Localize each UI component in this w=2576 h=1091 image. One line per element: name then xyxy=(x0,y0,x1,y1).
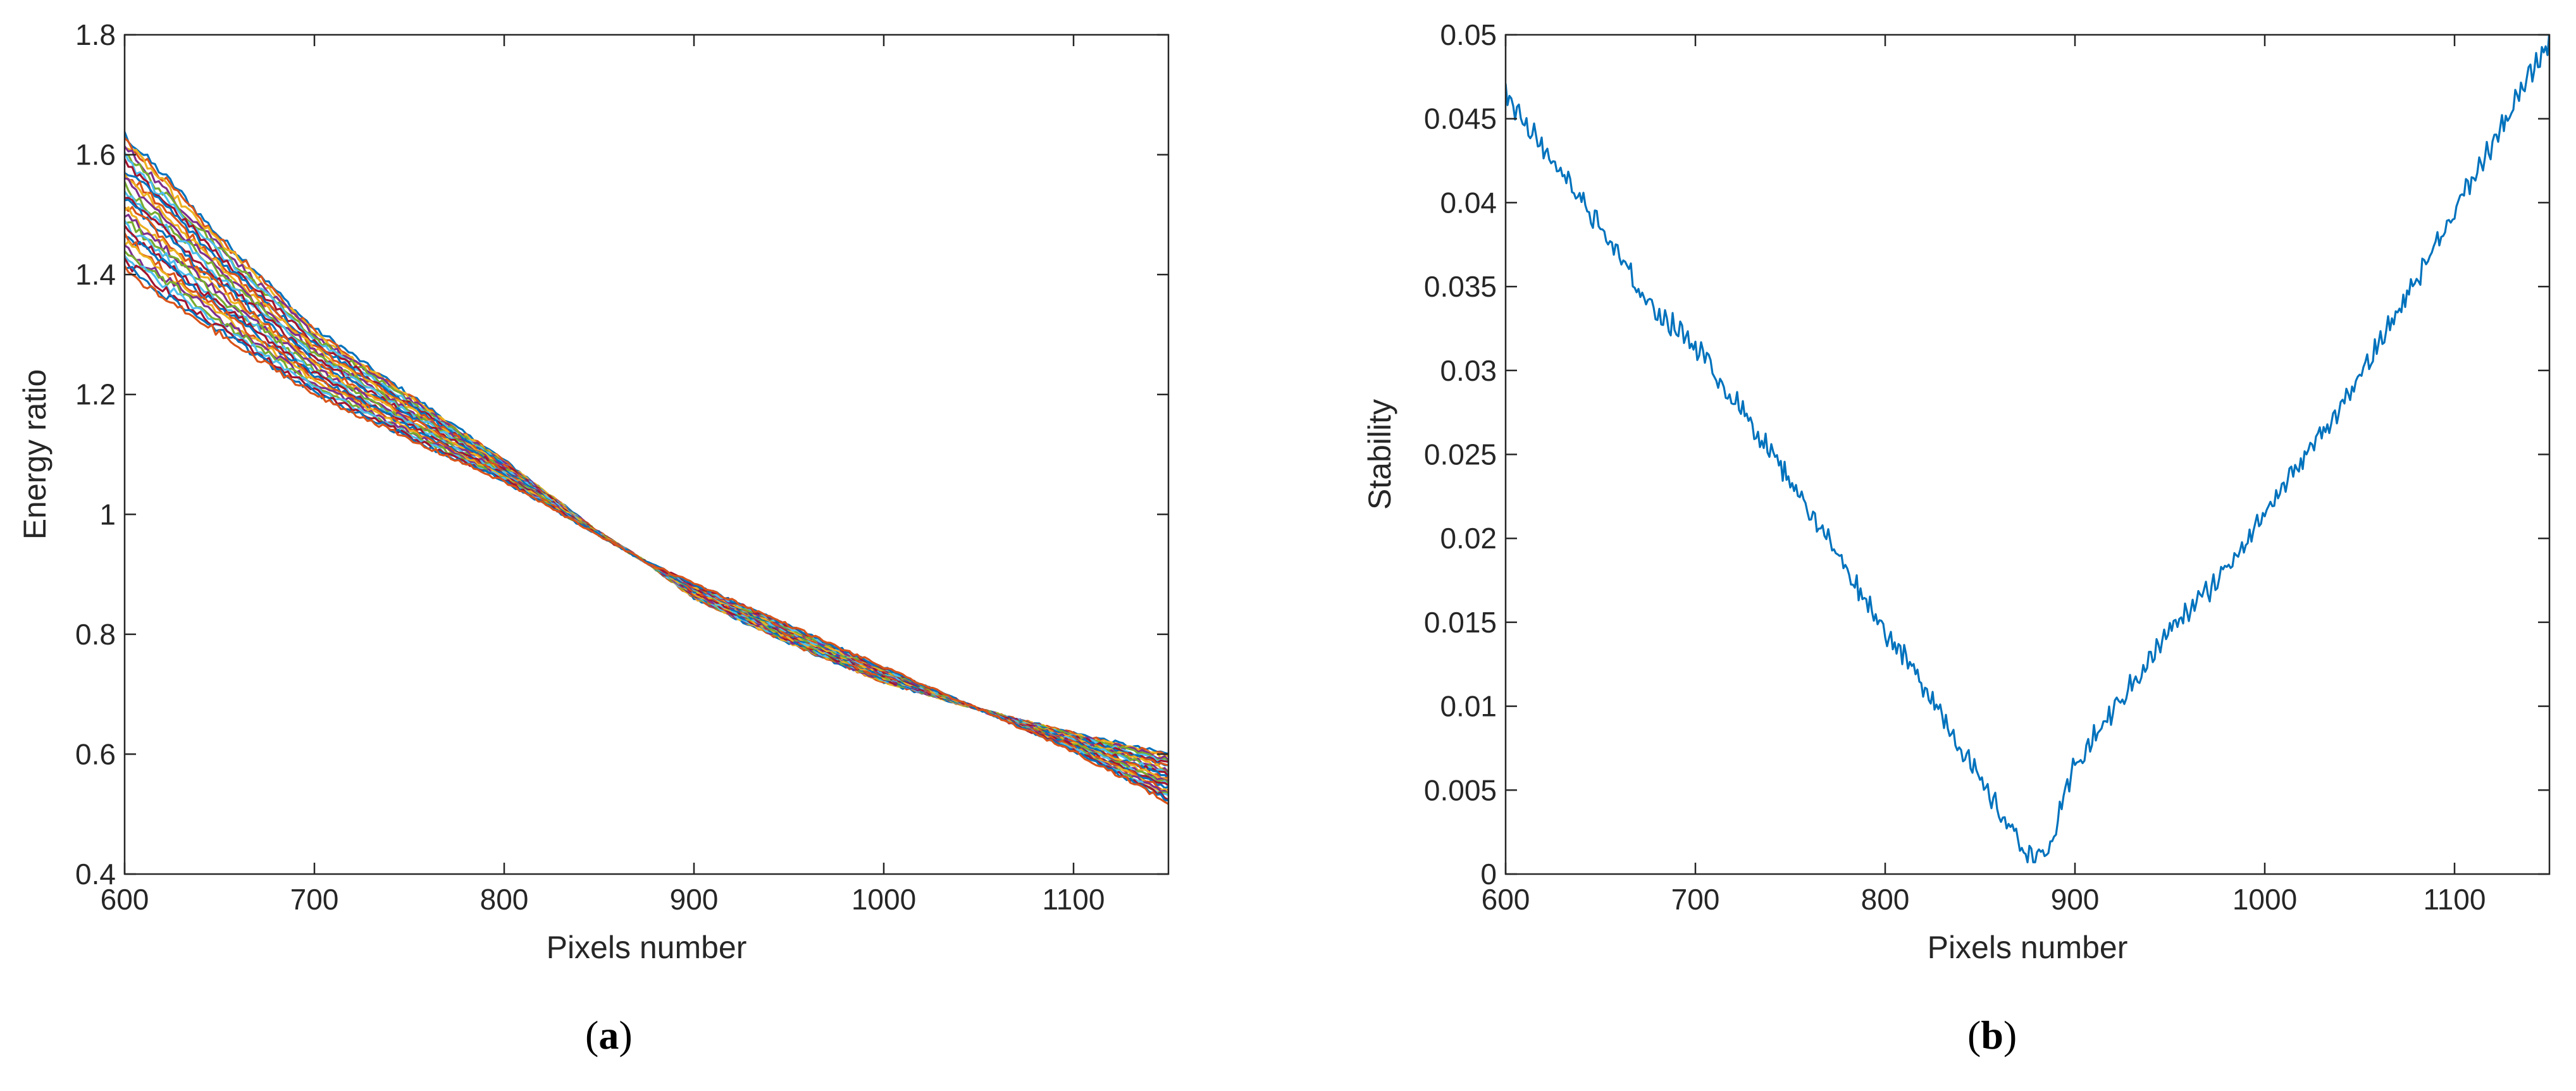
x-tick-label: 800 xyxy=(1861,883,1910,916)
y-tick-label: 0.6 xyxy=(75,737,116,770)
y-tick-label: 0.035 xyxy=(1424,270,1497,303)
panel-label-a-text: a xyxy=(598,1013,619,1057)
x-tick-label: 700 xyxy=(290,883,339,916)
series-line-4 xyxy=(125,145,1168,761)
y-tick-label: 0.015 xyxy=(1424,606,1497,639)
y-tick-label: 0.025 xyxy=(1424,438,1497,471)
plot-area-a xyxy=(125,131,1168,805)
y-tick-label: 0.05 xyxy=(1440,18,1497,51)
x-tick-label: 600 xyxy=(101,883,149,916)
x-tick-label: 900 xyxy=(670,883,719,916)
series-line-9 xyxy=(125,173,1168,767)
y-tick-label: 0.8 xyxy=(75,618,116,651)
series-line-2 xyxy=(125,137,1168,756)
y-tick-label: 1.6 xyxy=(75,139,116,171)
x-tick-label: 600 xyxy=(1482,883,1530,916)
x-axis-label: Pixels number xyxy=(547,930,747,965)
series-line-11 xyxy=(125,177,1168,774)
y-tick-label: 0.04 xyxy=(1440,186,1497,219)
series-line-10 xyxy=(125,174,1168,772)
y-tick-label: 0.02 xyxy=(1440,522,1497,555)
y-tick-label: 0.03 xyxy=(1440,354,1497,387)
y-tick-label: 0.045 xyxy=(1424,102,1497,135)
axes-box-a xyxy=(123,34,1170,875)
series-line-7 xyxy=(125,158,1168,764)
panel-label-b: (b) xyxy=(1967,1013,2017,1057)
series-line-stability xyxy=(1506,35,2549,863)
series-line-26 xyxy=(125,250,1168,794)
series-line-3 xyxy=(125,147,1168,759)
panel-label-b-text: b xyxy=(1981,1013,2003,1057)
y-tick-label: 0 xyxy=(1480,858,1497,891)
series-line-5 xyxy=(125,154,1168,763)
series-line-8 xyxy=(125,172,1168,767)
panel-label-a: (a) xyxy=(585,1013,633,1057)
y-axis-label: Energy ratio xyxy=(17,369,53,540)
x-tick-label: 1000 xyxy=(851,883,916,916)
series-line-30 xyxy=(125,265,1168,805)
x-axis-label: Pixels number xyxy=(1928,930,2128,965)
series-line-14 xyxy=(125,197,1168,777)
y-tick-label: 1.2 xyxy=(75,378,116,411)
chart-panel-b: 600 700 800 900 1000 1100 0 0.005 0.01 0.015 0.02 0… xyxy=(1362,18,2551,965)
x-tick-label: 700 xyxy=(1671,883,1720,916)
series-line-13 xyxy=(125,190,1168,776)
series-line-15 xyxy=(125,199,1168,779)
x-tick-label: 900 xyxy=(2051,883,2100,916)
series-line-12 xyxy=(125,181,1168,776)
axes-box-b xyxy=(1504,34,2551,875)
series-line-1 xyxy=(125,131,1168,755)
x-tick-label: 800 xyxy=(480,883,529,916)
y-tick-label: 0.01 xyxy=(1440,690,1497,723)
y-tick-label: 1 xyxy=(99,498,116,531)
plot-area-b xyxy=(1506,35,2549,863)
series-line-6 xyxy=(125,152,1168,763)
y-axis-label: Stability xyxy=(1362,399,1397,510)
y-tick-label: 0.005 xyxy=(1424,774,1497,806)
x-tick-label: 1100 xyxy=(1043,883,1105,916)
chart-panel-a: 600 700 800 900 1000 1100 0.4 0.6 0.8 1 1.2 1.4 1.6 1… xyxy=(17,18,1170,965)
y-tick-label: 0.4 xyxy=(75,858,116,891)
x-tick-label: 1100 xyxy=(2424,883,2486,916)
y-tick-label: 1.4 xyxy=(75,258,116,291)
x-tick-label: 1000 xyxy=(2232,883,2297,916)
y-tick-label: 1.8 xyxy=(75,18,116,51)
